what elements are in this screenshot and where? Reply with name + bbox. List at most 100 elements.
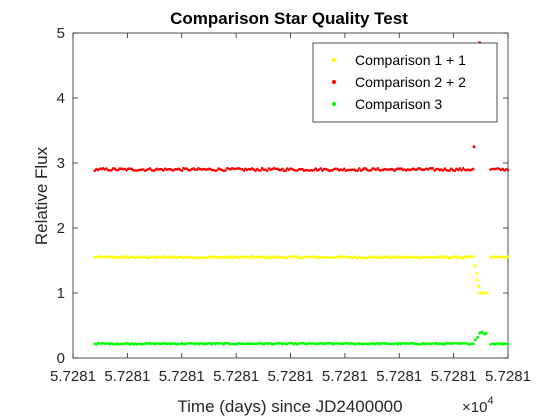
data-point xyxy=(314,167,318,170)
legend-marker xyxy=(332,58,336,62)
data-point xyxy=(506,255,510,259)
series-2 xyxy=(93,41,510,173)
x-tick-label: 5.7281 xyxy=(159,368,205,385)
legend: Comparison 1 + 1 Comparison 2 + 2 Comparis… xyxy=(312,42,498,123)
data-point xyxy=(501,167,505,171)
data-point xyxy=(358,167,361,170)
data-point xyxy=(441,169,445,172)
y-tick-label: 0 xyxy=(57,350,65,367)
data-point xyxy=(284,169,287,173)
x-tick-label: 5.7281 xyxy=(213,368,259,385)
y-axis-label: Relative Flux xyxy=(32,146,51,245)
data-points xyxy=(93,41,510,346)
x-tick-label: 5.7281 xyxy=(104,368,150,385)
x-tick-label: 5.7281 xyxy=(50,368,96,385)
data-point xyxy=(185,167,189,171)
data-point xyxy=(480,330,484,334)
y-tick-label: 4 xyxy=(57,90,65,107)
data-point xyxy=(265,169,269,172)
data-point xyxy=(475,272,479,275)
data-point xyxy=(461,167,465,170)
y-tick-label: 1 xyxy=(57,285,65,302)
data-point xyxy=(369,168,373,172)
series-1 xyxy=(93,254,510,295)
data-point xyxy=(351,256,354,260)
data-point xyxy=(478,331,482,335)
data-point xyxy=(484,331,488,335)
data-point xyxy=(471,342,475,346)
data-point xyxy=(472,145,476,149)
data-point xyxy=(265,255,269,258)
data-point xyxy=(342,167,346,171)
data-point xyxy=(453,169,457,173)
y-tick-label: 5 xyxy=(57,25,65,42)
data-point xyxy=(460,168,463,172)
data-point xyxy=(471,167,475,171)
data-point xyxy=(148,167,152,170)
data-point xyxy=(93,169,97,173)
legend-label: Comparison 1 + 1 xyxy=(355,52,466,68)
data-point xyxy=(506,342,510,346)
data-point xyxy=(374,168,378,172)
legend-box xyxy=(312,42,498,123)
data-point xyxy=(431,167,435,170)
data-point xyxy=(455,255,458,258)
x-tick-label: 5.7281 xyxy=(485,368,531,385)
data-point xyxy=(319,167,323,170)
data-point xyxy=(259,169,262,172)
data-point xyxy=(473,338,477,342)
data-point xyxy=(356,169,359,172)
data-point xyxy=(386,255,390,258)
x-exponent-base: ×10 xyxy=(462,399,487,416)
x-axis-label: Time (days) since JD2400000 xyxy=(177,397,402,416)
data-point xyxy=(254,169,257,173)
data-point xyxy=(458,167,462,170)
y-tick-label: 2 xyxy=(57,220,65,237)
x-tick-label: 5.7281 xyxy=(376,368,422,385)
data-point xyxy=(364,167,368,171)
data-point xyxy=(125,168,128,172)
data-point xyxy=(381,256,385,260)
data-point xyxy=(376,167,380,170)
x-axis-ticks: 5.7281 5.7281 5.7281 5.7281 5.7281 5.7281 5.72… xyxy=(50,33,531,385)
data-point xyxy=(229,255,232,258)
y-tick-label: 3 xyxy=(57,155,65,172)
data-point xyxy=(473,264,477,268)
data-point xyxy=(476,278,480,282)
y-axis-ticks: 0 1 2 3 4 5 xyxy=(57,25,508,367)
data-point xyxy=(471,255,475,258)
legend-marker xyxy=(332,102,336,106)
legend-label: Comparison 3 xyxy=(355,96,442,112)
series-3 xyxy=(93,330,510,346)
data-point xyxy=(476,335,480,339)
chart-title: Comparison Star Quality Test xyxy=(170,9,408,28)
data-point xyxy=(180,169,184,172)
data-point xyxy=(477,285,481,288)
data-point xyxy=(443,167,447,170)
data-point xyxy=(260,166,264,170)
legend-label: Comparison 2 + 2 xyxy=(355,74,466,90)
data-point xyxy=(224,169,227,172)
x-tick-label: 5.7281 xyxy=(268,368,314,385)
data-point xyxy=(482,291,486,295)
x-exponent-power: 4 xyxy=(487,395,493,407)
x-axis-exponent: ×104 xyxy=(462,395,494,416)
data-point xyxy=(456,168,460,172)
legend-marker xyxy=(332,80,336,84)
data-point xyxy=(301,167,304,171)
data-point xyxy=(242,169,246,172)
data-point xyxy=(484,291,488,295)
data-point xyxy=(506,168,510,172)
x-tick-label: 5.7281 xyxy=(322,368,368,385)
data-point xyxy=(281,167,284,171)
data-point xyxy=(448,169,452,172)
data-point xyxy=(450,167,453,170)
data-point xyxy=(162,169,165,172)
data-point xyxy=(105,167,108,170)
data-point xyxy=(312,168,316,172)
data-point xyxy=(480,291,484,295)
data-point xyxy=(321,169,324,172)
data-point xyxy=(110,168,113,172)
data-point xyxy=(215,169,219,172)
